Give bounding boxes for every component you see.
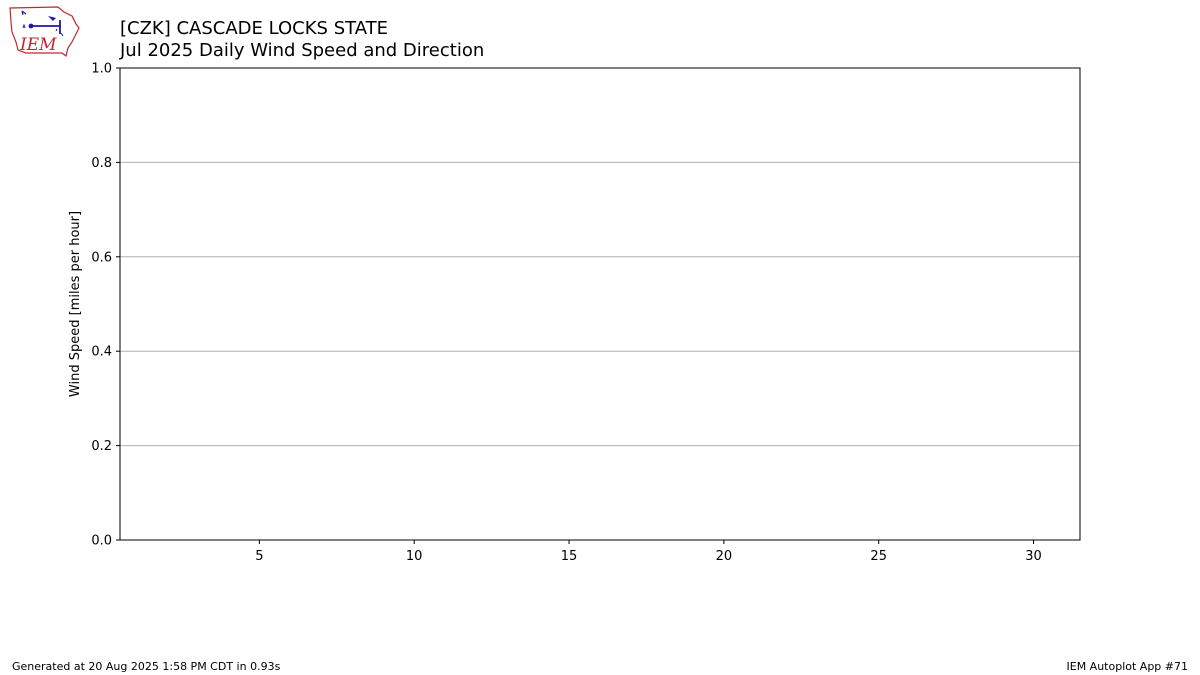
y-axis-ticks: 0.0 0.2 0.4 0.6 0.8 1.0 [91,62,120,549]
y-tick-label: 0.4 [91,345,112,360]
y-axis-label: Wind Speed [miles per hour] [68,211,83,397]
y-tick-label: 1.0 [91,62,112,77]
x-tick-label: 5 [255,549,263,564]
chart-subtitle: Jul 2025 Daily Wind Speed and Direction [120,40,485,61]
x-tick-label: 10 [406,549,423,564]
x-axis-ticks: 5 10 15 20 25 30 [255,540,1042,564]
app-credit: IEM Autoplot App #71 [1066,660,1189,673]
y-tick-label: 0.8 [91,156,112,171]
instrument-bar-icon [31,20,61,34]
x-tick-label: 30 [1025,549,1042,564]
plot-frame [119,67,1081,541]
wind-barb-icon [21,10,27,16]
logo-text: IEM [19,35,57,55]
y-tick-label: 0.0 [91,534,112,549]
iem-logo: IEM [9,6,80,58]
state-outline-icon [9,6,80,58]
generated-timestamp: Generated at 20 Aug 2025 1:58 PM CDT in … [12,660,281,673]
y-tick-label: 0.6 [91,250,112,265]
y-tick-label: 0.2 [91,439,112,454]
x-tick-label: 25 [870,549,887,564]
axes [119,67,1081,541]
flag-icon [48,16,56,21]
rain-drops-icon [22,23,64,37]
chart-title: [CZK] CASCADE LOCKS STATE [120,18,388,39]
gridlines [120,161,1080,447]
x-tick-label: 15 [561,549,578,564]
x-tick-label: 20 [716,549,733,564]
